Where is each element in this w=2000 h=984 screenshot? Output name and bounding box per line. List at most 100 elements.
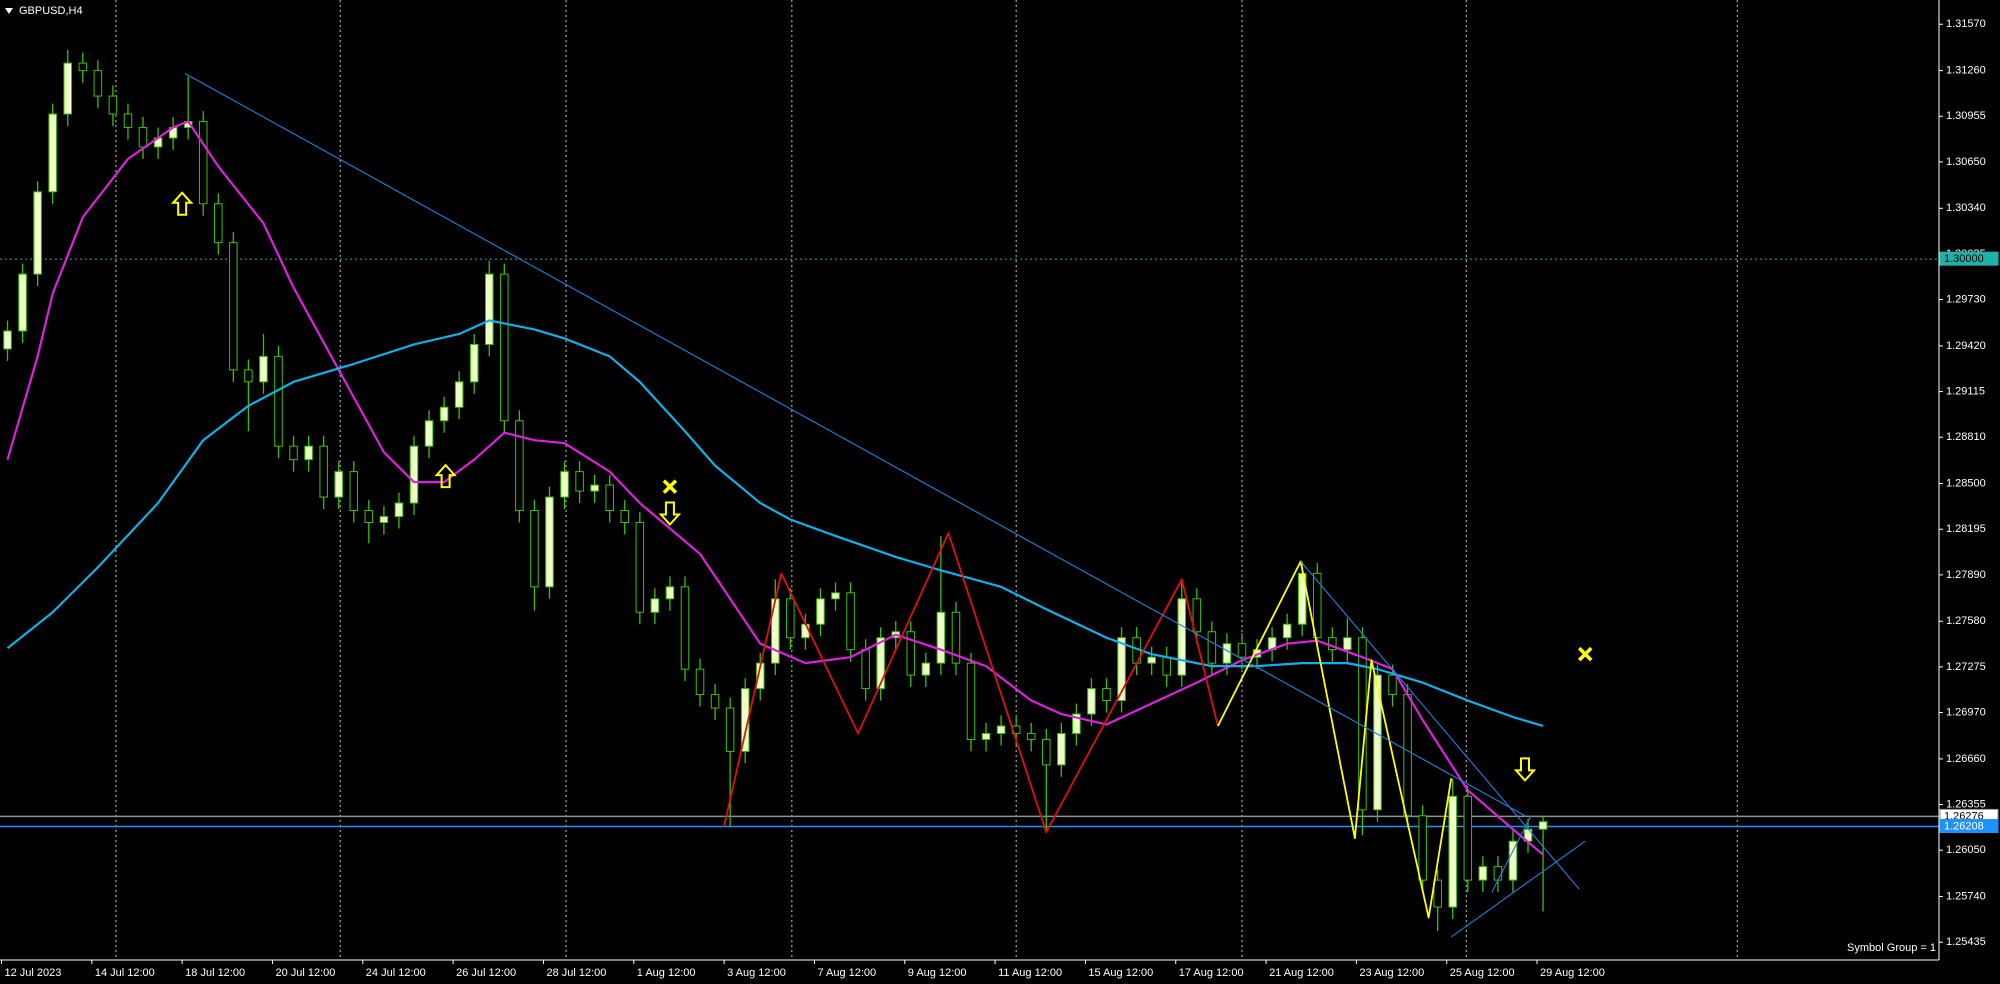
y-tick-label: 1.31570 [1946, 18, 1986, 30]
candle-body [786, 598, 795, 639]
zigzag-line [723, 532, 1219, 834]
y-tick-label: 1.30340 [1946, 202, 1986, 214]
levels-layer [0, 258, 1939, 828]
trend-line [1300, 561, 1580, 890]
y-tick-label: 1.29730 [1946, 293, 1986, 305]
x-tick-label: 3 Aug 12:00 [727, 967, 786, 979]
y-tick-label: 1.30650 [1946, 156, 1986, 168]
candle-body [394, 502, 404, 518]
y-tick-label: 1.26355 [1946, 798, 1986, 810]
x-tick-label: 25 Aug 12:00 [1450, 967, 1515, 979]
y-tick-label: 1.28500 [1946, 477, 1986, 489]
candle-body [1162, 656, 1171, 676]
candle-body [1478, 866, 1488, 881]
candle-body [515, 420, 524, 512]
x-tick-label: 23 Aug 12:00 [1359, 967, 1424, 979]
y-tick-label: 1.29115 [1946, 385, 1985, 397]
candle-body [876, 637, 885, 690]
candle-body [48, 113, 57, 193]
candle-body [1237, 643, 1247, 658]
x-tick-label: 20 Jul 12:00 [275, 967, 335, 979]
zigzag-line [1217, 560, 1453, 919]
y-tick-label: 1.28810 [1946, 431, 1986, 443]
arrow-down [658, 501, 682, 527]
x-tick-label: 7 Aug 12:00 [817, 967, 876, 979]
footer-label: Symbol Group = 1 [1847, 942, 1936, 954]
x-tick-label: 1 Aug 12:00 [637, 967, 696, 979]
axis-layer: 1.31570 1.31260 1.30955 1.30650 1.30340 1.300… [1, 18, 1999, 979]
candle-body [1448, 795, 1458, 908]
candle-body [966, 662, 976, 740]
candle-body [439, 406, 449, 422]
candle-body [409, 445, 419, 504]
candle-body [123, 113, 133, 128]
candle-body [500, 273, 509, 422]
candle-body [906, 631, 916, 676]
candle-body [996, 725, 1006, 734]
candle-body [635, 521, 645, 613]
menu-triangle[interactable] [5, 8, 13, 14]
candle-body [665, 586, 675, 600]
y-tick-label: 1.27275 [1946, 661, 1986, 673]
x-tick-label: 26 Jul 12:00 [456, 967, 516, 979]
x-tick-label: 15 Aug 12:00 [1088, 967, 1153, 979]
candle-body [590, 484, 599, 492]
x-tick-label: 21 Aug 12:00 [1269, 967, 1334, 979]
x-tick-label: 17 Aug 12:00 [1179, 967, 1244, 979]
signals-layer [170, 191, 1593, 782]
candle-body [921, 662, 931, 676]
candle-body [1147, 656, 1156, 664]
y-tick-label: 1.29420 [1946, 340, 1986, 352]
candle-body [1433, 879, 1442, 908]
candle-body [1373, 674, 1382, 811]
price-level-label: 1.30000 [1944, 253, 1984, 265]
ma-line [6, 319, 1544, 728]
candle-body [1207, 631, 1217, 664]
cross-mark [1577, 646, 1593, 662]
y-tick-label: 1.25435 [1946, 936, 1986, 948]
candle-body [274, 355, 283, 447]
candle-body [710, 694, 720, 709]
candle-body [1343, 637, 1352, 651]
y-tick-label: 1.28195 [1946, 523, 1986, 535]
candle-body [18, 273, 27, 332]
trend-line [1491, 815, 1532, 893]
candle-body [198, 120, 208, 205]
candle-body [364, 510, 374, 523]
candle-body [319, 445, 328, 498]
lines-layer [6, 73, 1586, 938]
y-tick-label: 1.26970 [1946, 706, 1986, 718]
candle-body [1072, 713, 1081, 734]
candle-body [485, 273, 494, 345]
candle-body [138, 126, 148, 148]
candle-body [93, 70, 103, 97]
candle-body [1192, 598, 1202, 633]
candle-body [108, 95, 118, 115]
chart-title: GBPUSD,H4 [19, 5, 83, 17]
price-level-label: 1.26208 [1944, 820, 1984, 832]
y-tick-label: 1.26660 [1946, 753, 1986, 765]
candle-body [1026, 732, 1036, 740]
trend-line [184, 73, 1526, 817]
x-tick-label: 14 Jul 12:00 [95, 967, 155, 979]
cross-mark [662, 479, 678, 494]
candle-body [349, 471, 359, 512]
y-tick-label: 1.26050 [1946, 844, 1986, 856]
price-level-box [1939, 819, 1999, 834]
candle-body [1388, 674, 1397, 696]
candle-body [560, 471, 569, 498]
candle-body [846, 592, 855, 651]
candle-body [1312, 572, 1322, 639]
x-tick-label: 12 Jul 2023 [5, 967, 62, 979]
candle-body [424, 420, 434, 447]
x-tick-label: 29 Aug 12:00 [1540, 967, 1605, 979]
candle-body [816, 598, 825, 625]
candle-body [1282, 623, 1292, 639]
candle-body [1222, 643, 1232, 664]
candle-body [78, 62, 88, 72]
candle-body [469, 343, 479, 383]
candle-body [304, 445, 313, 461]
y-tick-label: 1.30955 [1946, 110, 1986, 122]
